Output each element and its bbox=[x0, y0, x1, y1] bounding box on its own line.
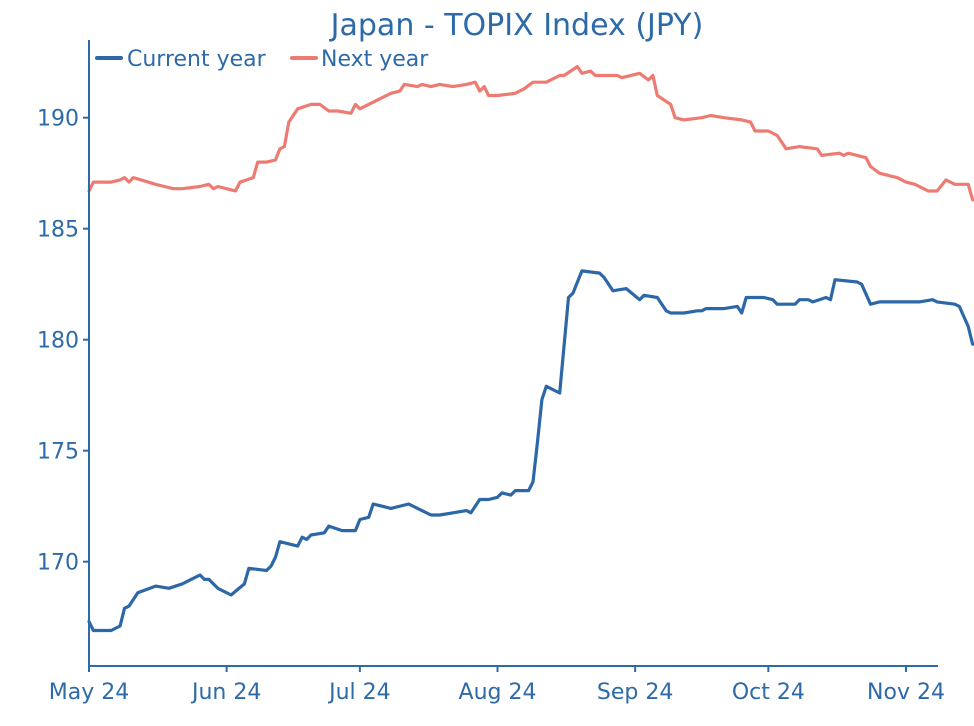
plot-area bbox=[87, 65, 974, 633]
x-tick-label-nov-24: Nov 24 bbox=[867, 680, 945, 705]
y-tick-label-185: 185 bbox=[37, 218, 79, 243]
legend: Current year Next year bbox=[95, 47, 429, 72]
x-tick-label-sep-24: Sep 24 bbox=[597, 680, 673, 705]
legend-item-current-year[interactable]: Current year bbox=[95, 47, 267, 72]
series-line-next-year[interactable] bbox=[87, 65, 974, 202]
chart-title: Japan - TOPIX Index (JPY) bbox=[329, 8, 704, 43]
y-tick-label-175: 175 bbox=[37, 440, 79, 465]
legend-label-next-year: Next year bbox=[321, 47, 429, 72]
x-axis: May 24 Jun 24 Jul 24 Aug 24 Sep 24 Oct 24 Nov … bbox=[49, 666, 945, 705]
legend-label-current-year: Current year bbox=[127, 47, 267, 72]
x-tick-label-aug-24: Aug 24 bbox=[459, 680, 537, 705]
x-tick-label-oct-24: Oct 24 bbox=[732, 680, 805, 705]
x-tick-label-may-24: May 24 bbox=[49, 680, 129, 705]
legend-item-next-year[interactable]: Next year bbox=[290, 47, 429, 72]
y-axis: 170 175 180 185 190 bbox=[37, 107, 89, 576]
x-tick-label-jun-24: Jun 24 bbox=[190, 680, 261, 705]
x-tick-label-jul-24: Jul 24 bbox=[327, 680, 391, 705]
series-layer bbox=[87, 65, 974, 633]
y-tick-label-180: 180 bbox=[37, 329, 79, 354]
series-line-current-year[interactable] bbox=[87, 269, 974, 633]
y-tick-label-170: 170 bbox=[37, 551, 79, 576]
y-tick-label-190: 190 bbox=[37, 107, 79, 132]
